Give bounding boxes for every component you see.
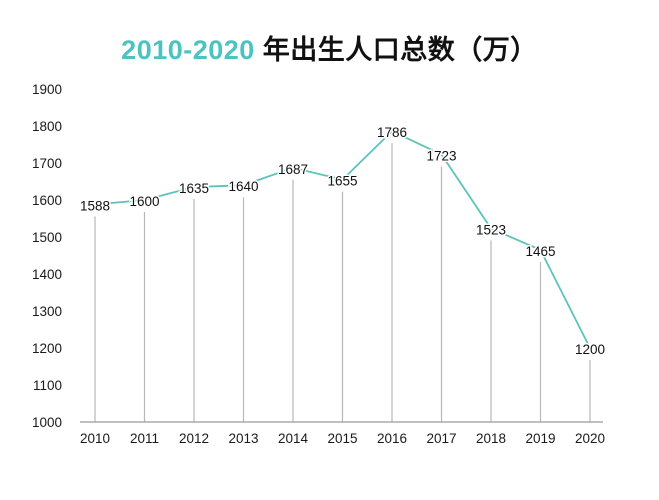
y-tick-label: 1000 <box>32 415 62 430</box>
x-tick-label: 2013 <box>228 431 258 446</box>
series-line <box>94 130 591 349</box>
y-tick-label: 1600 <box>32 193 62 208</box>
x-tick-label: 2016 <box>377 431 407 446</box>
drop-lines <box>94 143 591 422</box>
y-tick-label: 1700 <box>32 156 62 171</box>
y-tick-label: 1400 <box>32 267 62 282</box>
data-label: 1687 <box>278 162 308 177</box>
data-label: 1786 <box>377 125 407 140</box>
y-axis-ticks: 1000 1100 1200 1300 1400 1500 1600 1700 1800 1900 <box>32 82 62 430</box>
data-labels: 1588 1600 1635 1640 1687 1655 1786 1723 1523 1465… <box>78 124 606 359</box>
data-label: 1655 <box>327 174 357 189</box>
x-tick-label: 2014 <box>278 431 309 446</box>
chart-title-text: 年出生人口总数（万） <box>254 35 538 65</box>
x-tick-label: 2015 <box>327 431 357 446</box>
x-tick-label: 2011 <box>130 431 159 446</box>
chart-title: 2010-2020 年出生人口总数（万） <box>0 28 659 67</box>
chart-title-years: 2010-2020 <box>121 35 255 65</box>
y-tick-label: 1100 <box>33 378 62 393</box>
data-label: 1523 <box>476 222 506 237</box>
data-label: 1588 <box>80 198 110 213</box>
x-tick-label: 2018 <box>476 431 506 446</box>
x-tick-label: 2017 <box>426 431 456 446</box>
x-tick-label: 2019 <box>525 431 555 446</box>
data-label: 1723 <box>426 148 456 163</box>
data-label: 1200 <box>575 342 605 357</box>
data-label: 1465 <box>525 244 555 259</box>
y-tick-label: 1300 <box>32 304 62 319</box>
x-axis-ticks: 2010 2011 2012 2013 2014 2015 2016 2017 2018 2019… <box>80 431 605 446</box>
y-tick-label: 1200 <box>32 341 62 356</box>
y-tick-label: 1800 <box>32 119 62 134</box>
x-tick-label: 2012 <box>179 431 209 446</box>
data-label: 1640 <box>228 179 258 194</box>
x-tick-label: 2020 <box>575 431 605 446</box>
data-label: 1635 <box>179 181 209 196</box>
data-label: 1600 <box>129 194 159 209</box>
x-tick-label: 2010 <box>80 431 110 446</box>
y-tick-label: 1500 <box>32 230 62 245</box>
y-tick-label: 1900 <box>32 82 62 97</box>
